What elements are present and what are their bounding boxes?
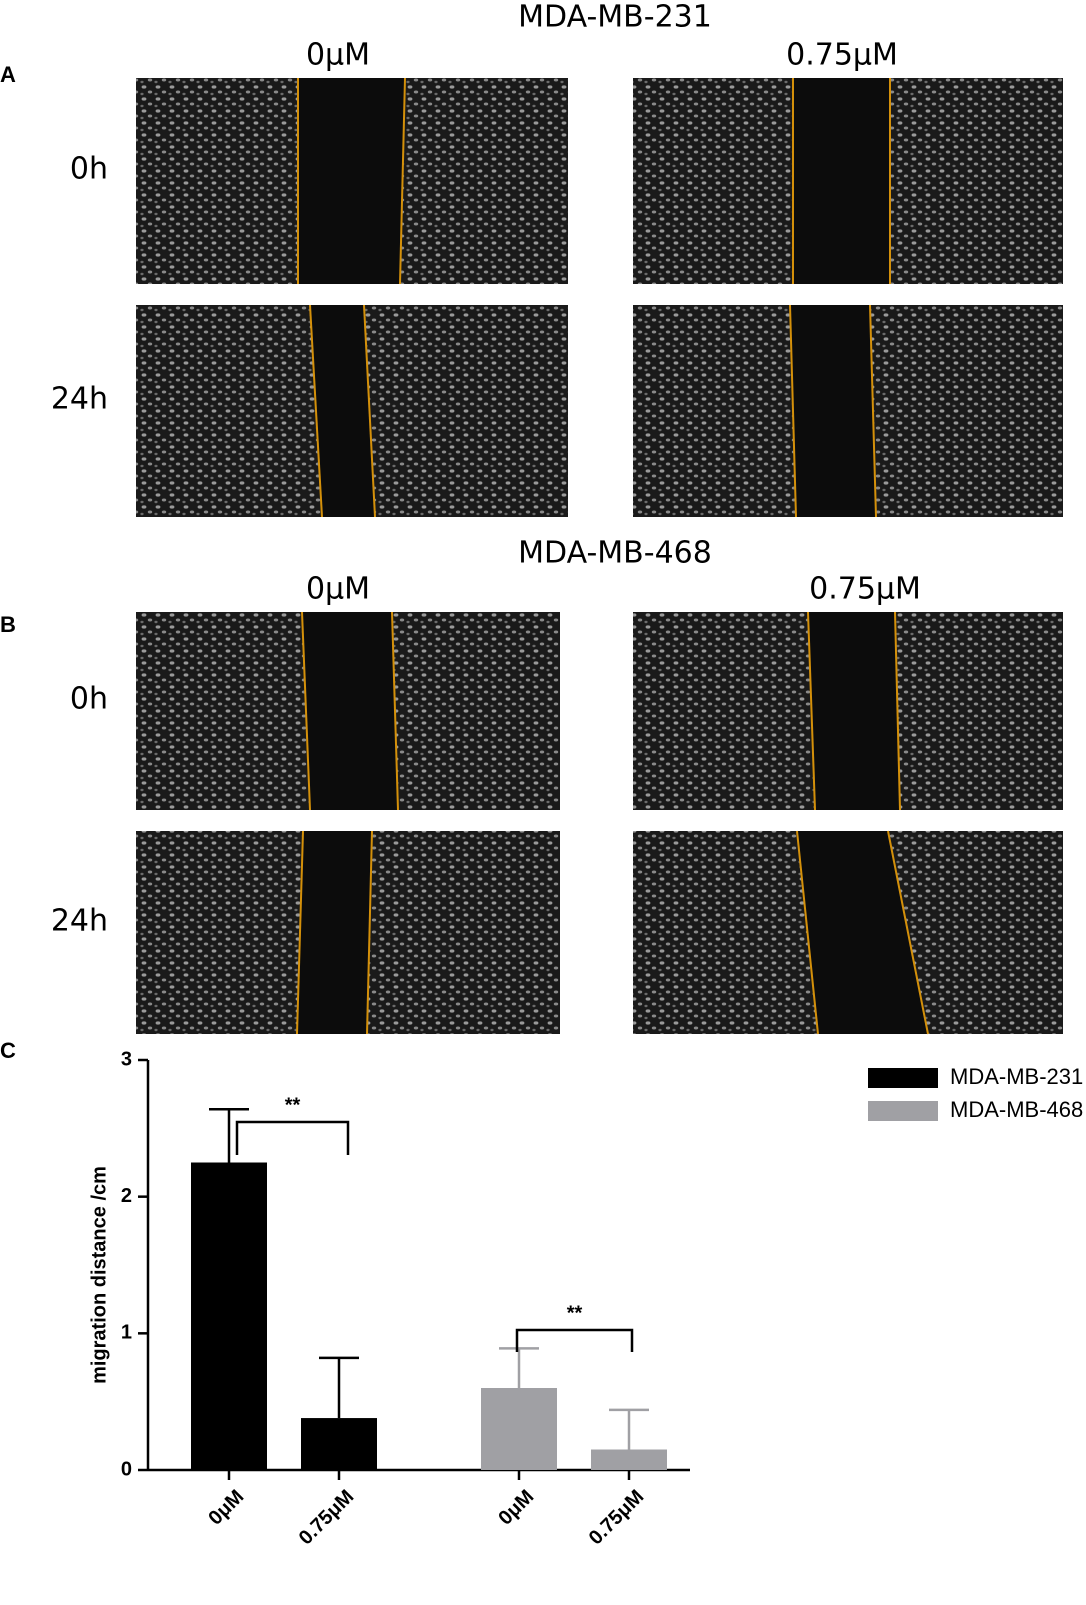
significance-label: ** [285, 1094, 301, 1116]
wound-edge [366, 830, 373, 1035]
column-label: 0μM [306, 572, 370, 607]
row-label: 24h [51, 904, 108, 939]
wound-edge [391, 611, 399, 811]
wound-gap [793, 78, 890, 284]
row-label: 0h [70, 682, 108, 717]
y-tick-label: 1 [121, 1322, 132, 1344]
cell-line-title: MDA-MB-231 [518, 0, 712, 35]
wound-gap [808, 612, 900, 810]
y-tick-label: 2 [121, 1185, 132, 1207]
column-label: 0.75μM [786, 38, 898, 73]
significance-bracket [515, 1328, 634, 1352]
wound-gap [297, 831, 372, 1034]
wound-edge [789, 304, 797, 518]
bar-chart: 0 1 2 3 migration distance /cm 0μM 0.75μM 0μM 0.… [88, 1048, 1083, 1549]
significance-label: ** [567, 1302, 583, 1324]
wound-edge [869, 304, 877, 518]
x-tick-label: 0.75μM [585, 1486, 649, 1550]
wound-gap [310, 305, 375, 517]
y-tick-label: 0 [121, 1458, 132, 1480]
wound-edge [399, 77, 406, 285]
x-tick-label: 0μM [494, 1486, 538, 1530]
wound-gap [790, 305, 876, 517]
panel-label: C [0, 1038, 16, 1063]
micrographs: MDA-MB-231 0μM 0.75μM 0h 24h MDA-MB-468 0μM 0.7… [51, 0, 1063, 1035]
row-label: 0h [70, 152, 108, 187]
x-tick-label: 0μM [204, 1486, 248, 1530]
wound-edge [296, 830, 304, 1035]
significance-bracket [235, 1120, 350, 1155]
wound-edge [887, 830, 929, 1035]
wound-edge [301, 611, 311, 811]
panel-label: B [0, 612, 16, 637]
wound-gap [302, 612, 398, 810]
legend-swatch [868, 1068, 938, 1088]
row-label: 24h [51, 382, 108, 417]
legend-label: MDA-MB-231 [950, 1064, 1083, 1089]
bar [481, 1388, 557, 1470]
x-tick-label: 0.75μM [295, 1486, 359, 1550]
y-axis-label: migration distance /cm [88, 1166, 110, 1384]
wound-edge [807, 611, 816, 811]
wound-gap [797, 831, 928, 1034]
column-label: 0.75μM [809, 572, 921, 607]
bar [591, 1449, 667, 1470]
wound-edge [309, 304, 323, 518]
panel-label: A [0, 62, 16, 87]
legend-label: MDA-MB-468 [950, 1097, 1083, 1122]
legend-swatch [868, 1101, 938, 1121]
y-tick-label: 3 [121, 1048, 132, 1070]
column-label: 0μM [306, 38, 370, 73]
bar [301, 1418, 377, 1470]
bar [191, 1162, 267, 1470]
cell-line-title: MDA-MB-468 [518, 536, 712, 571]
wound-gap [298, 78, 405, 284]
wound-edge [796, 830, 819, 1035]
wound-edge [363, 304, 376, 518]
wound-edge [894, 611, 901, 811]
